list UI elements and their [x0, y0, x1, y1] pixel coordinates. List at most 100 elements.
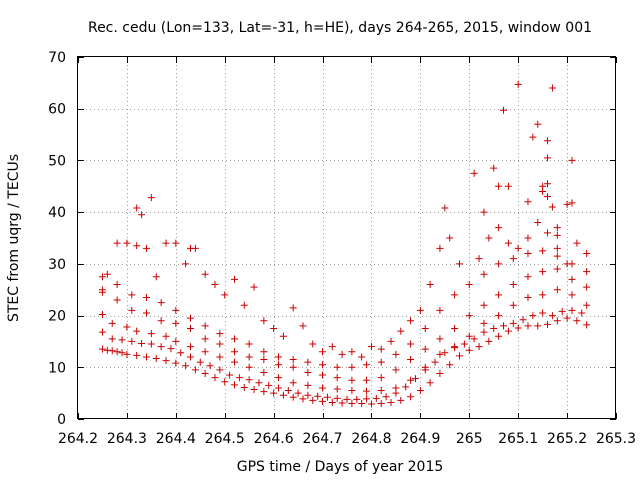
data-point-marker — [407, 356, 415, 364]
data-point-marker — [147, 340, 155, 348]
data-point-marker — [524, 293, 532, 301]
data-point-marker — [142, 353, 150, 361]
data-point-marker — [319, 361, 327, 369]
data-point-marker — [118, 336, 126, 344]
y-tick-label: 0 — [57, 412, 66, 428]
data-point-marker — [539, 309, 547, 317]
data-point-marker — [544, 229, 552, 237]
data-point-marker — [289, 393, 297, 401]
data-point-marker — [172, 359, 180, 367]
data-point-marker — [186, 314, 194, 322]
data-point-marker — [377, 345, 385, 353]
data-point-marker — [475, 255, 483, 263]
data-point-marker — [201, 335, 209, 343]
data-point-marker — [358, 353, 366, 361]
data-point-marker — [108, 347, 116, 355]
data-point-marker — [451, 325, 459, 332]
data-point-marker — [319, 348, 327, 356]
data-point-marker — [147, 330, 155, 338]
data-point-marker — [172, 306, 180, 314]
data-point-marker — [128, 337, 136, 345]
data-point-marker — [201, 322, 209, 330]
data-point-marker — [509, 255, 517, 263]
data-point-marker — [480, 270, 488, 278]
data-point-marker — [426, 379, 434, 387]
data-point-marker — [573, 239, 581, 247]
data-point-marker — [524, 198, 532, 206]
data-point-marker — [216, 366, 224, 374]
data-point-marker — [455, 352, 463, 360]
data-point-marker — [519, 316, 527, 324]
data-point-marker — [142, 244, 150, 252]
data-point-marker — [534, 120, 542, 128]
data-point-marker — [583, 268, 591, 276]
data-point-marker — [407, 376, 415, 384]
data-point-marker — [319, 371, 327, 379]
data-point-marker — [583, 283, 591, 291]
data-point-marker — [333, 394, 341, 402]
data-point-marker — [289, 379, 297, 387]
data-point-marker — [411, 375, 419, 383]
data-point-marker — [539, 268, 547, 276]
data-point-marker — [524, 322, 532, 330]
data-point-marker — [348, 376, 356, 384]
data-point-marker — [309, 396, 317, 404]
data-point-marker — [485, 234, 493, 242]
data-point-marker — [421, 325, 429, 332]
data-point-marker — [397, 396, 405, 404]
data-point-marker — [348, 348, 356, 356]
data-point-marker — [245, 376, 253, 384]
data-point-marker — [504, 182, 512, 190]
data-point-marker — [421, 363, 429, 371]
data-point-marker — [201, 369, 209, 377]
data-point-marker — [436, 369, 444, 377]
data-point-marker — [196, 358, 204, 366]
data-point-marker — [524, 234, 532, 242]
data-point-marker — [333, 363, 341, 371]
data-point-marker — [98, 288, 106, 296]
data-point-marker — [152, 273, 160, 281]
data-point-marker — [363, 395, 371, 403]
data-point-marker — [367, 400, 375, 408]
data-point-marker — [177, 349, 185, 357]
data-point-marker — [558, 307, 566, 315]
x-tick-label: 264.5 — [205, 431, 245, 447]
data-point-marker — [563, 314, 571, 322]
plot-frame — [77, 56, 616, 419]
data-point-marker — [216, 330, 224, 338]
data-point-marker — [201, 270, 209, 278]
x-tick-label: 264.8 — [351, 431, 391, 447]
data-point-marker — [363, 387, 371, 395]
data-point-marker — [343, 395, 351, 403]
data-point-marker — [465, 332, 473, 340]
data-point-marker — [470, 169, 478, 177]
data-point-marker — [553, 317, 561, 325]
data-point-marker — [123, 239, 131, 247]
data-point-marker — [583, 301, 591, 309]
data-point-marker — [470, 335, 478, 343]
data-point-marker — [309, 340, 317, 348]
data-point-marker — [142, 309, 150, 317]
data-point-marker — [372, 394, 380, 402]
data-point-marker — [299, 322, 307, 330]
data-point-marker — [186, 325, 194, 332]
data-point-marker — [539, 247, 547, 255]
data-point-marker — [416, 387, 424, 395]
data-point-marker — [314, 392, 322, 400]
data-point-marker — [98, 273, 106, 281]
data-point-marker — [446, 234, 454, 242]
data-point-marker — [250, 283, 258, 291]
data-point-marker — [568, 199, 576, 207]
data-point-marker — [157, 317, 165, 325]
data-point-marker — [231, 275, 239, 283]
data-point-marker — [475, 343, 483, 351]
data-point-marker — [387, 398, 395, 406]
data-point-marker — [583, 321, 591, 329]
data-point-marker — [563, 200, 571, 208]
y-tick-label: 70 — [48, 50, 66, 66]
data-point-marker — [304, 358, 312, 366]
data-point-marker — [548, 312, 556, 320]
data-point-marker — [328, 343, 336, 351]
data-point-marker — [162, 357, 170, 365]
